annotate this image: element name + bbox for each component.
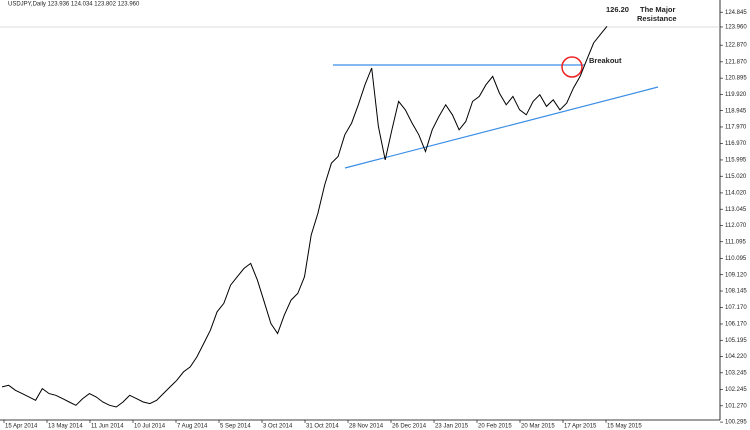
- chart-title: USDJPY,Daily 123.936 124.034 123.802 123…: [8, 2, 140, 8]
- x-tick-label: 7 Aug 2014: [177, 424, 208, 430]
- y-tick-label: 107.170: [725, 305, 747, 311]
- y-tick-label: 115.995: [725, 158, 747, 164]
- x-tick-label: 5 Sep 2014: [220, 424, 251, 430]
- annotation: Breakout: [589, 56, 622, 65]
- x-tick-label: 31 Oct 2014: [306, 424, 339, 430]
- annotation: The Major: [640, 5, 676, 14]
- x-tick-label: 15 Apr 2014: [5, 424, 38, 430]
- y-tick-label: 120.895: [725, 76, 747, 82]
- annotation: Resistance: [637, 14, 677, 23]
- y-tick-label: 122.870: [725, 43, 747, 49]
- y-tick-label: 104.220: [725, 354, 747, 360]
- y-tick-label: 105.195: [725, 338, 747, 344]
- y-tick-label: 114.020: [725, 191, 747, 197]
- x-tick-label: 11 Jun 2014: [91, 424, 124, 430]
- y-tick-label: 113.045: [725, 207, 747, 213]
- x-tick-label: 28 Nov 2014: [349, 424, 384, 430]
- y-tick-label: 108.145: [725, 289, 747, 295]
- x-tick-label: 10 Jul 2014: [134, 424, 166, 430]
- x-tick-label: 3 Oct 2014: [263, 424, 293, 430]
- x-tick-label: 26 Dec 2014: [392, 424, 427, 430]
- y-tick-label: 100.295: [725, 420, 747, 426]
- y-tick-label: 117.970: [725, 125, 747, 131]
- y-tick-label: 101.270: [725, 403, 747, 409]
- x-tick-label: 20 Mar 2015: [521, 424, 555, 430]
- support-line: [344, 86, 659, 169]
- y-tick-label: 103.245: [725, 370, 747, 376]
- y-tick-label: 124.845: [725, 10, 747, 16]
- x-tick-label: 15 May 2015: [607, 424, 642, 430]
- x-tick-label: 13 May 2014: [48, 424, 83, 430]
- x-tick-label: 23 Jan 2015: [435, 424, 469, 430]
- x-tick-label: 20 Feb 2015: [478, 424, 512, 430]
- y-tick-label: 118.945: [725, 108, 747, 114]
- breakout-circle: [561, 56, 583, 78]
- y-tick-label: 119.920: [725, 92, 747, 98]
- y-tick-label: 102.245: [725, 387, 747, 393]
- y-tick-label: 116.970: [725, 141, 747, 147]
- y-tick-label: 111.095: [725, 239, 746, 245]
- price-line: [1, 25, 608, 408]
- annotation: 126.20: [606, 5, 629, 14]
- y-tick-label: 123.960: [725, 25, 747, 31]
- y-tick-label: 112.070: [725, 223, 747, 229]
- y-tick-label: 121.870: [725, 59, 747, 65]
- y-tick-label: 109.120: [725, 272, 747, 278]
- y-tick-label: 106.170: [725, 322, 747, 328]
- y-tick-label: 110.095: [725, 256, 747, 262]
- x-tick-label: 17 Apr 2015: [564, 424, 597, 430]
- y-tick-label: 115.020: [725, 174, 747, 180]
